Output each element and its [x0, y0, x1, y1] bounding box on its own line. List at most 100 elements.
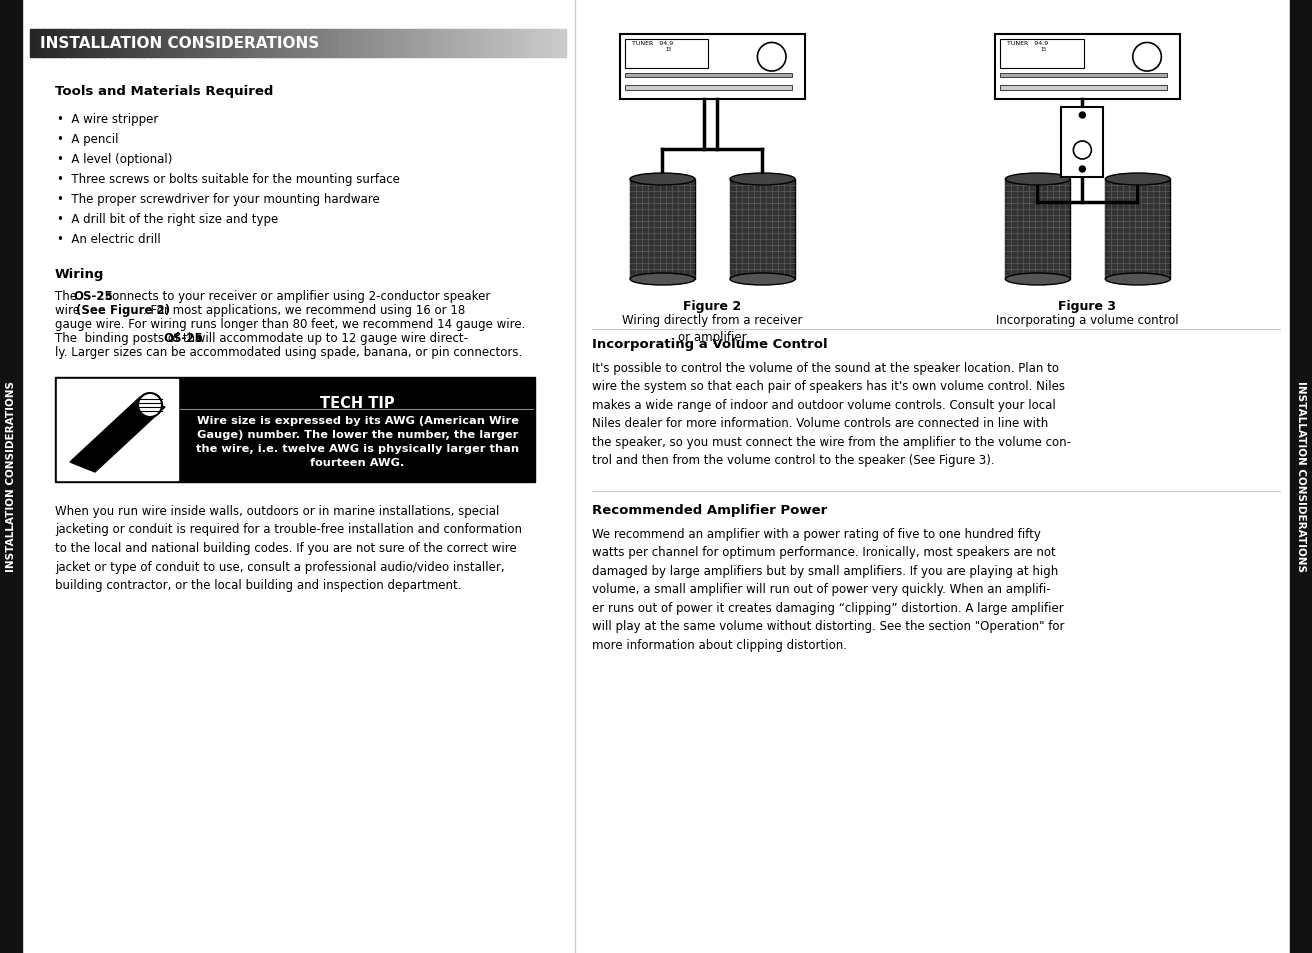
Bar: [358, 30, 365, 58]
Bar: [625, 40, 708, 70]
Bar: [384, 30, 392, 58]
Text: When you run wire inside walls, outdoors or in marine installations, special
jac: When you run wire inside walls, outdoors…: [55, 504, 522, 592]
Text: Recommended Amplifier Power: Recommended Amplifier Power: [592, 503, 828, 517]
Text: TUNER   94.9: TUNER 94.9: [632, 41, 673, 46]
Text: •  A level (optional): • A level (optional): [56, 152, 172, 166]
Text: INSTALLATION CONSIDERATIONS: INSTALLATION CONSIDERATIONS: [39, 36, 319, 51]
Bar: [484, 30, 492, 58]
Text: Incorporating a volume control: Incorporating a volume control: [996, 314, 1178, 327]
Bar: [1061, 108, 1103, 178]
Bar: [50, 30, 58, 58]
Bar: [478, 30, 485, 58]
Bar: [531, 30, 539, 58]
Ellipse shape: [1105, 274, 1170, 286]
Text: wire: wire: [55, 304, 84, 316]
Bar: [471, 30, 479, 58]
Text: (See Figure 2): (See Figure 2): [76, 304, 169, 316]
Bar: [104, 30, 112, 58]
Bar: [438, 30, 446, 58]
Bar: [1000, 74, 1166, 78]
Bar: [218, 30, 224, 58]
Bar: [277, 30, 285, 58]
Text: OS-25: OS-25: [73, 290, 113, 303]
Bar: [411, 30, 419, 58]
Bar: [157, 30, 165, 58]
Bar: [270, 30, 278, 58]
Bar: [1000, 40, 1084, 70]
Bar: [251, 30, 258, 58]
Bar: [70, 30, 77, 58]
Bar: [499, 30, 506, 58]
Bar: [451, 30, 459, 58]
Text: INSTALLATION CONSIDERATIONS: INSTALLATION CONSIDERATIONS: [1296, 381, 1305, 572]
Bar: [177, 30, 185, 58]
Text: ly. Larger sizes can be accommodated using spade, banana, or pin connectors.: ly. Larger sizes can be accommodated usi…: [55, 346, 522, 358]
Bar: [505, 30, 513, 58]
Bar: [419, 30, 425, 58]
Bar: [311, 30, 319, 58]
Text: Wiring directly from a receiver
or amplifier: Wiring directly from a receiver or ampli…: [622, 314, 802, 344]
Bar: [298, 30, 306, 58]
Bar: [492, 30, 499, 58]
Bar: [144, 30, 151, 58]
Text: gauge wire. For wiring runs longer than 80 feet, we recommend 14 gauge wire.: gauge wire. For wiring runs longer than …: [55, 317, 525, 331]
Polygon shape: [70, 397, 165, 473]
Bar: [123, 30, 131, 58]
Bar: [77, 30, 84, 58]
Text: 15: 15: [665, 47, 672, 52]
Bar: [518, 30, 526, 58]
Bar: [458, 30, 466, 58]
Bar: [404, 30, 412, 58]
Text: connects to your receiver or amplifier using 2-conductor speaker: connects to your receiver or amplifier u…: [102, 290, 491, 303]
Text: Figure 3: Figure 3: [1059, 299, 1117, 313]
Circle shape: [1080, 112, 1085, 119]
Bar: [625, 74, 791, 78]
Text: OS-25: OS-25: [164, 332, 203, 345]
Bar: [551, 30, 559, 58]
Bar: [231, 30, 239, 58]
Bar: [432, 30, 440, 58]
Text: TECH TIP: TECH TIP: [320, 395, 395, 411]
Bar: [324, 30, 332, 58]
Bar: [151, 30, 157, 58]
Bar: [97, 30, 105, 58]
Bar: [425, 30, 432, 58]
Bar: [344, 30, 352, 58]
Circle shape: [1080, 167, 1085, 172]
Text: Figure 2: Figure 2: [684, 299, 741, 313]
Bar: [318, 30, 325, 58]
Circle shape: [138, 394, 161, 417]
Ellipse shape: [1005, 173, 1071, 186]
Bar: [1105, 180, 1170, 280]
Ellipse shape: [630, 173, 695, 186]
Bar: [378, 30, 386, 58]
Bar: [184, 30, 192, 58]
Circle shape: [1132, 44, 1161, 72]
Bar: [729, 180, 795, 280]
Bar: [352, 30, 358, 58]
Text: Incorporating a Volume Control: Incorporating a Volume Control: [592, 337, 828, 351]
Bar: [625, 86, 791, 91]
Ellipse shape: [1105, 173, 1170, 186]
Bar: [291, 30, 299, 58]
Bar: [365, 30, 373, 58]
Bar: [110, 30, 118, 58]
Text: •  An electric drill: • An electric drill: [56, 233, 161, 246]
Bar: [0, 0, 22, 953]
Text: •  Three screws or bolts suitable for the mounting surface: • Three screws or bolts suitable for the…: [56, 172, 400, 186]
Bar: [621, 35, 806, 100]
Text: TUNER   94.9: TUNER 94.9: [1008, 41, 1048, 46]
Bar: [43, 30, 51, 58]
Ellipse shape: [1005, 274, 1071, 286]
Text: INSTALLATION CONSIDERATIONS: INSTALLATION CONSIDERATIONS: [7, 381, 16, 572]
Bar: [559, 30, 565, 58]
Bar: [257, 30, 265, 58]
Text: . For most applications, we recommend using 16 or 18: . For most applications, we recommend us…: [143, 304, 466, 316]
Bar: [337, 30, 345, 58]
Text: Tools and Materials Required: Tools and Materials Required: [55, 85, 273, 98]
Bar: [56, 379, 178, 480]
Bar: [84, 30, 92, 58]
Bar: [117, 30, 125, 58]
Text: •  A drill bit of the right size and type: • A drill bit of the right size and type: [56, 213, 278, 226]
Text: •  A pencil: • A pencil: [56, 132, 118, 146]
